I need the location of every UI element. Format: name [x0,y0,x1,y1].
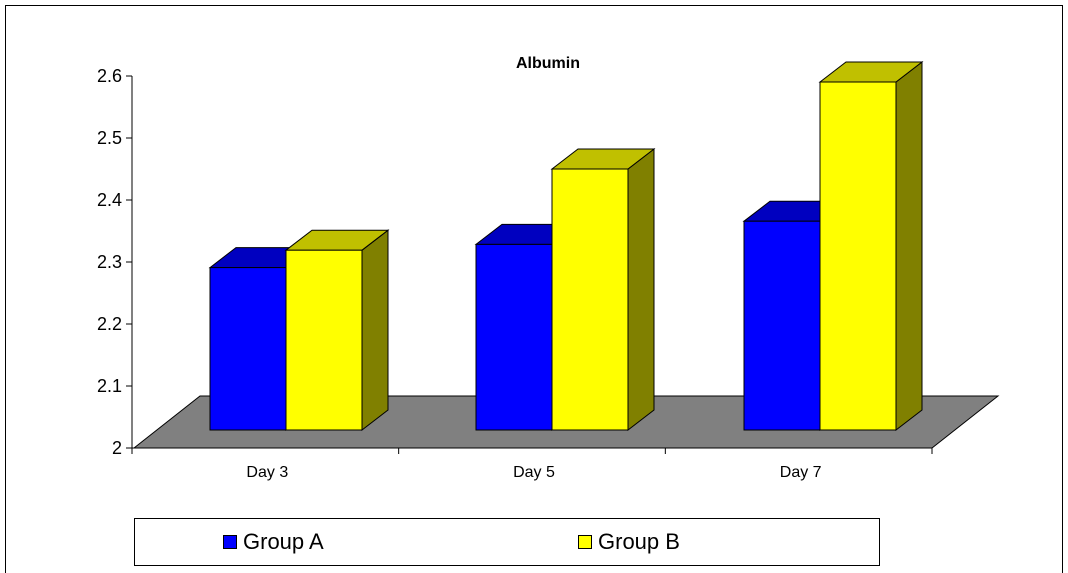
bar-front [285,249,363,431]
bar-front [743,220,821,431]
bar-side [895,60,923,432]
chart-frame [5,5,1063,573]
legend-item-group-a: Group A [223,529,324,554]
bar-group-b [284,229,390,432]
bar-side [627,147,655,432]
legend: Group A Group B [134,518,880,566]
legend-label-group-a: Group A [243,529,324,554]
y-tick-label: 2.4 [97,190,122,210]
x-tick-label: Day 5 [513,464,555,481]
y-tick-label: 2.5 [97,128,122,148]
y-tick-label: 2.3 [97,252,122,272]
bar-group-b [550,147,656,432]
legend-label-group-b: Group B [598,529,680,554]
y-tick-label: 2.6 [97,66,122,86]
bar-front [475,243,553,431]
bar-side [361,229,389,432]
group-b-swatch [578,535,592,549]
group-a-swatch [223,535,237,549]
y-tick-label: 2 [112,438,122,458]
y-tick-label: 2.1 [97,376,122,396]
legend-item-group-b: Group B [578,529,680,554]
x-tick-label: Day 3 [246,464,288,481]
bar-front [551,168,629,431]
chart-title: Albumin [516,55,580,72]
bar-group-b [818,60,924,432]
bar-front [209,267,287,431]
bar-front [819,81,897,431]
y-tick-label: 2.2 [97,314,122,334]
x-tick-label: Day 7 [780,464,822,481]
